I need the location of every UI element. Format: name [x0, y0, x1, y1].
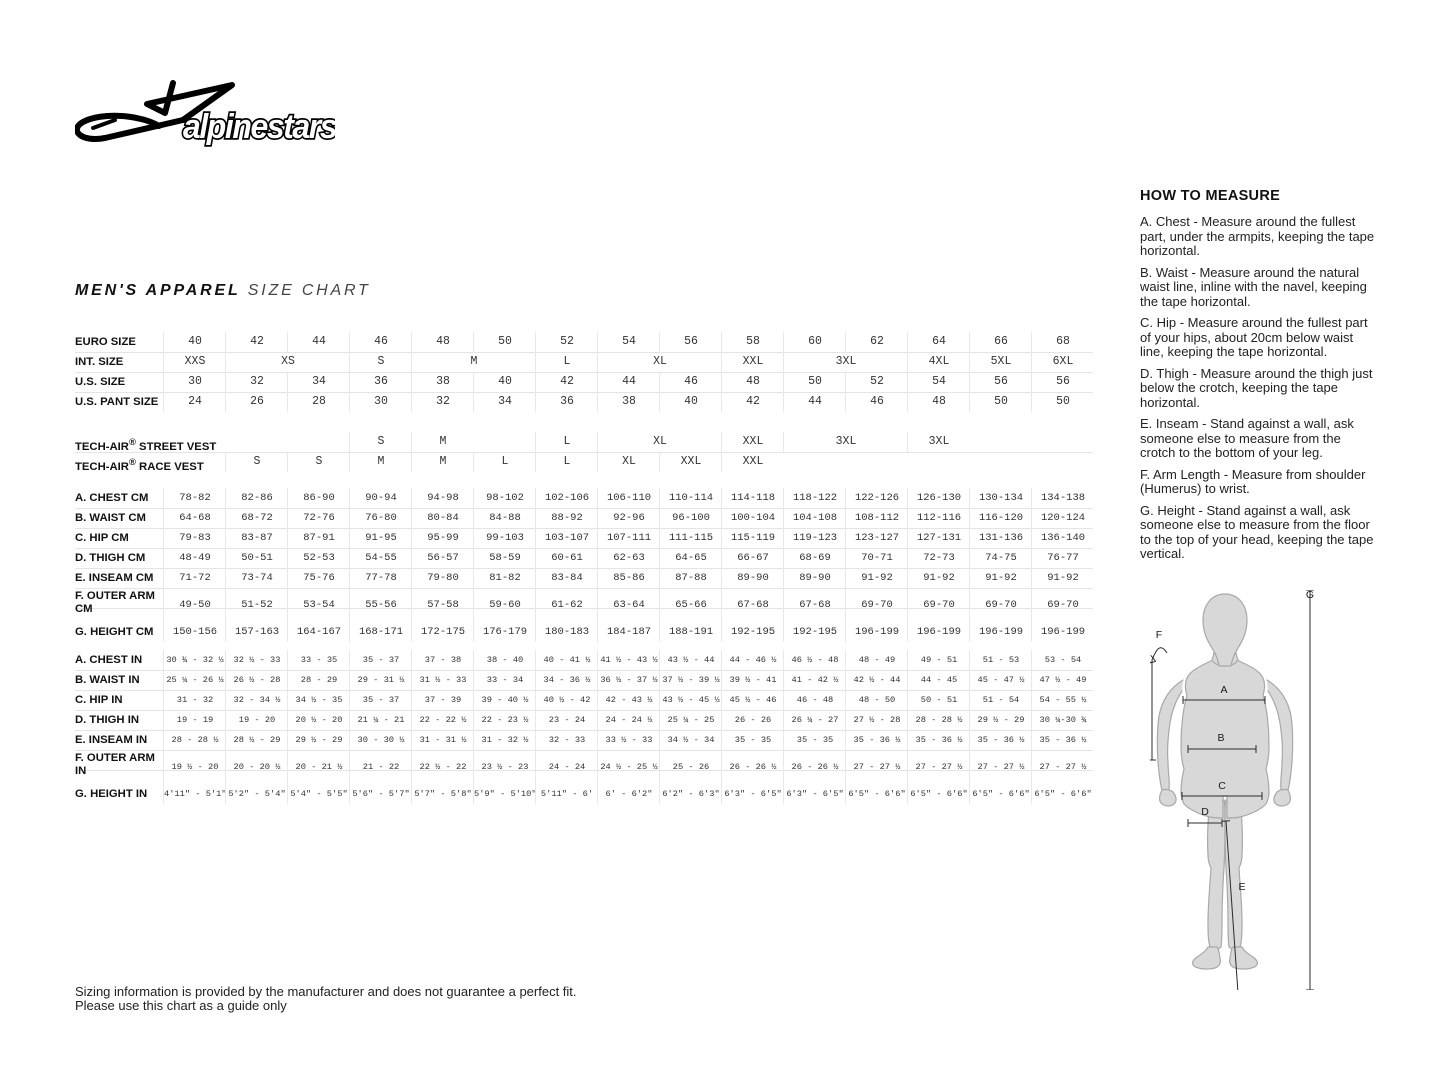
svg-text:D: D [1201, 806, 1209, 818]
svg-text:E: E [1238, 881, 1245, 893]
svg-text:C: C [1218, 780, 1226, 792]
svg-text:alpinestars: alpinestars [183, 107, 335, 145]
svg-text:F: F [1156, 629, 1162, 641]
svg-text:G: G [1306, 590, 1314, 601]
svg-text:B: B [1217, 732, 1224, 744]
svg-text:A: A [1220, 684, 1227, 696]
